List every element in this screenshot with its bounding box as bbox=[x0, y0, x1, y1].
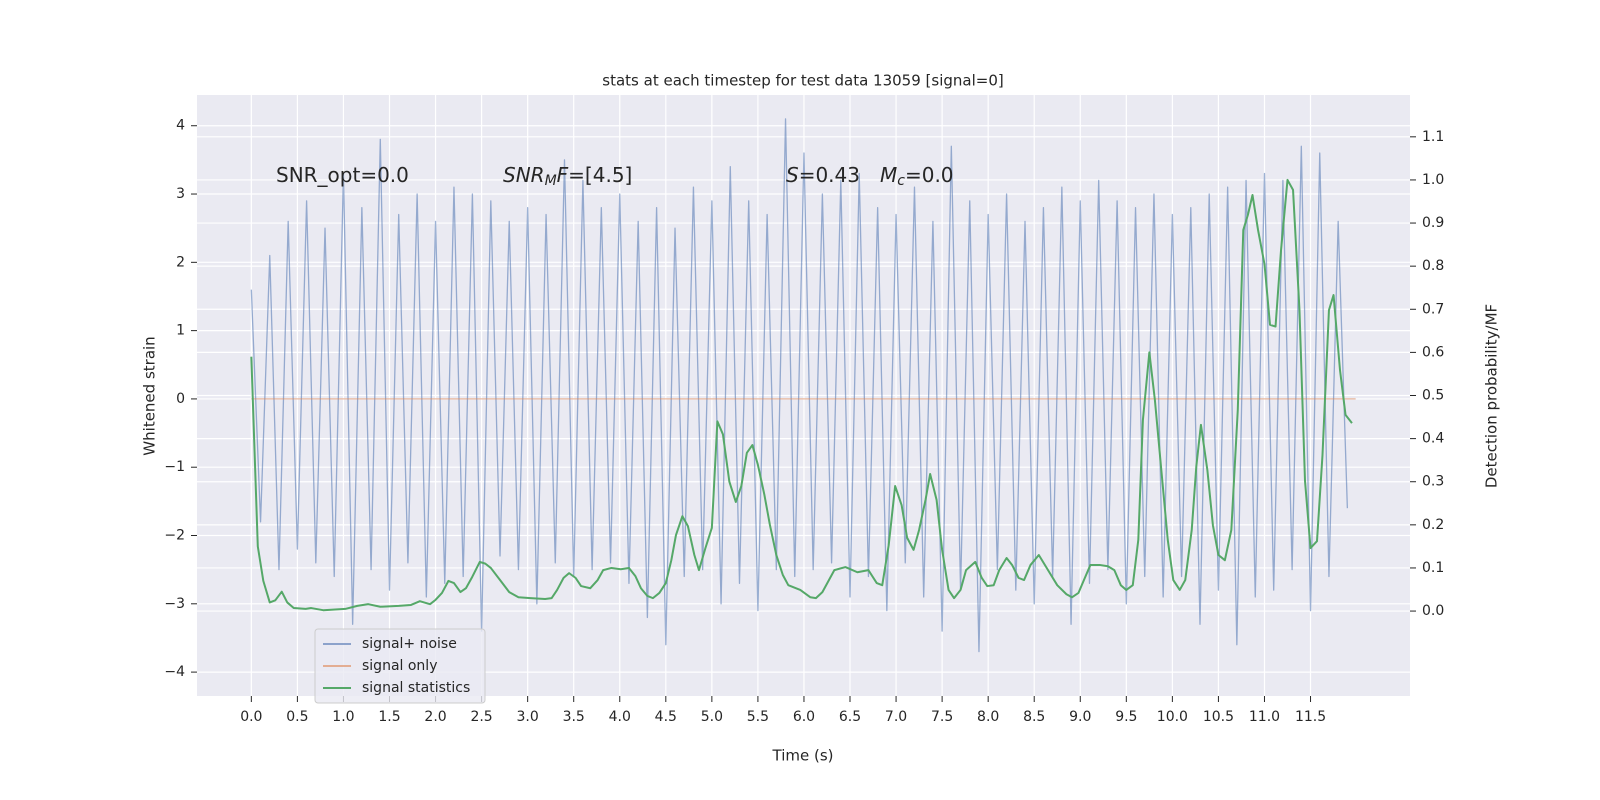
y-tick-label: −4 bbox=[164, 664, 185, 680]
x-tick-label: 8.0 bbox=[977, 709, 999, 725]
y2-tick-label: 0.4 bbox=[1422, 431, 1444, 447]
y2-tick-label: 1.0 bbox=[1422, 172, 1444, 188]
x-tick-label: 8.5 bbox=[1023, 709, 1045, 725]
x-axis-label: Time (s) bbox=[772, 747, 834, 765]
annotation: SNR_opt=0.0 bbox=[276, 163, 409, 187]
y2-tick-label: 0.6 bbox=[1422, 344, 1444, 360]
y2-tick-label: 0.8 bbox=[1422, 258, 1444, 274]
x-tick-label: 3.5 bbox=[563, 709, 585, 725]
x-tick-label: 7.0 bbox=[885, 709, 907, 725]
x-tick-label: 0.0 bbox=[240, 709, 262, 725]
annotation: Mc=0.0 bbox=[880, 163, 954, 190]
y2-tick-label: 0.1 bbox=[1422, 560, 1444, 576]
legend-box bbox=[314, 628, 486, 704]
x-tick-label: 0.5 bbox=[286, 709, 308, 725]
annotation: SNRMF=[4.5] bbox=[503, 163, 632, 190]
annotation-part: =[4.5] bbox=[568, 163, 632, 187]
y2-tick-label: 0.2 bbox=[1422, 517, 1444, 533]
y-tick-label: −3 bbox=[164, 596, 185, 612]
chart-title: stats at each timestep for test data 130… bbox=[602, 72, 1003, 90]
legend-label: signal only bbox=[362, 658, 437, 674]
annotation-part: =0.0 bbox=[905, 163, 954, 187]
series-line bbox=[250, 178, 1353, 612]
y-tick-label: 3 bbox=[176, 186, 185, 202]
annotation-part: =0.43 bbox=[799, 163, 860, 187]
x-tick-label: 4.0 bbox=[609, 709, 631, 725]
y2-tick-label: 0.3 bbox=[1422, 474, 1444, 490]
x-tick-label: 2.0 bbox=[424, 709, 446, 725]
x-tick-label: 10.5 bbox=[1203, 709, 1234, 725]
legend-label: signal+ noise bbox=[362, 636, 457, 652]
y-tick-label: 0 bbox=[176, 391, 185, 407]
annotation-part: S bbox=[786, 163, 799, 187]
y2-tick-label: 0.9 bbox=[1422, 215, 1444, 231]
y-tick-label: 2 bbox=[176, 254, 185, 270]
x-tick-label: 1.5 bbox=[378, 709, 400, 725]
x-tick-label: 5.5 bbox=[747, 709, 769, 725]
x-tick-label: 11.5 bbox=[1295, 709, 1326, 725]
annotation-part: M bbox=[545, 173, 557, 189]
x-tick-label: 9.0 bbox=[1069, 709, 1091, 725]
y-tick-label: 4 bbox=[176, 118, 185, 134]
y2-tick-label: 0.7 bbox=[1422, 301, 1444, 317]
annotation: S=0.43 bbox=[786, 163, 860, 187]
x-tick-label: 1.0 bbox=[332, 709, 354, 725]
legend: signal+ noise signal only signal statistic… bbox=[314, 628, 486, 704]
annotation-part: SNR_opt=0.0 bbox=[276, 163, 409, 187]
annotation-part: M bbox=[880, 163, 897, 187]
x-tick-label: 6.5 bbox=[839, 709, 861, 725]
y2-tick-label: 1.1 bbox=[1422, 129, 1444, 145]
x-tick-label: 7.5 bbox=[931, 709, 953, 725]
y2-axis-label: Detection probability/MF bbox=[1483, 304, 1501, 488]
x-tick-label: 2.5 bbox=[470, 709, 492, 725]
x-tick-label: 11.0 bbox=[1249, 709, 1280, 725]
annotation-part: c bbox=[897, 173, 905, 189]
y-tick-label: 1 bbox=[176, 323, 185, 339]
x-tick-label: 3.0 bbox=[517, 709, 539, 725]
marks bbox=[250, 118, 1356, 653]
y-tick-label: −1 bbox=[164, 459, 185, 475]
x-tick-label: 5.0 bbox=[701, 709, 723, 725]
y-axis-label: Whitened strain bbox=[141, 336, 159, 455]
legend-label: signal statistics bbox=[362, 680, 470, 696]
annotation-part: F bbox=[557, 163, 569, 187]
series-line bbox=[250, 118, 1349, 653]
x-tick-label: 10.0 bbox=[1157, 709, 1188, 725]
y2-tick-label: 0.5 bbox=[1422, 388, 1444, 404]
annotation-part: SNR bbox=[503, 163, 545, 187]
x-tick-label: 4.5 bbox=[655, 709, 677, 725]
x-tick-label: 6.0 bbox=[793, 709, 815, 725]
y-tick-label: −2 bbox=[164, 528, 185, 544]
x-tick-label: 9.5 bbox=[1115, 709, 1137, 725]
y2-tick-label: 0.0 bbox=[1422, 603, 1444, 619]
